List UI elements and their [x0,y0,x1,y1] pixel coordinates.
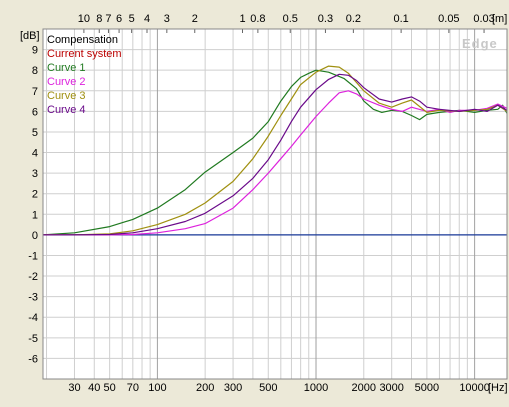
top-tick-label: 8 [96,13,102,25]
x-tick-label: 2000 [352,382,376,394]
series-line-curve-2 [43,90,508,236]
top-tick-label: 7 [105,13,111,25]
legend-entry-curve-1: Curve 1 [47,62,86,74]
top-tick-label: 4 [144,13,150,25]
y-axis-unit: [dB] [20,30,40,42]
y-tick-label: 7 [32,86,38,98]
y-tick-label: 2 [32,189,38,201]
x-tick-label: 1000 [304,382,328,394]
x-tick-label: 500 [259,382,277,394]
y-tick-label: 4 [32,148,38,160]
top-tick-label: 0.03 [473,13,494,25]
y-tick-label: -1 [28,250,38,262]
top-tick-label: 0.3 [318,13,333,25]
x-tick-label: 40 [88,382,100,394]
y-tick-label: -4 [28,312,38,324]
series-lines [42,65,508,236]
top-tick-label: 3 [164,13,170,25]
top-tick-label: 6 [116,13,122,25]
y-tick-labels: 9 8 7 6 5 4 3 2 1 0 -1 -2 -3 -4 -5 -6 [28,45,38,366]
x-tick-label: 100 [148,382,166,394]
edge-watermark: Edge [462,36,498,51]
top-tick-label: 0.8 [250,13,265,25]
series-line-curve-3 [43,65,508,236]
x-tick-label: 200 [196,382,214,394]
x-tick-label: 10000 [459,382,490,394]
x-tick-label: 30 [68,382,80,394]
top-tick-label: 1 [239,13,245,25]
y-tick-label: 5 [32,127,38,139]
x-axis-unit: [Hz] [488,382,508,394]
legend: Compensation Current system Curve 1 Curve 2… [47,34,122,116]
y-tick-label: 6 [32,106,38,118]
y-tick-label: 9 [32,45,38,57]
y-tick-label: 8 [32,65,38,77]
top-axis-unit: [m] [492,13,507,25]
plot-area [43,29,507,379]
x-tick-label: 50 [104,382,116,394]
legend-entry-curve-2: Curve 2 [47,76,86,88]
top-tick-label: 5 [129,13,135,25]
y-tick-label: -6 [28,353,38,365]
y-tick-label: -5 [28,333,38,345]
top-tick-labels: 10 8 7 6 5 4 3 2 1 0.8 0.5 0.3 0.2 0.1 0.05 0.03 [78,13,495,25]
top-tick-label: 0.2 [346,13,361,25]
top-tick-label: 10 [78,13,90,25]
y-tick-label: -3 [28,292,38,304]
top-tick-label: 2 [192,13,198,25]
legend-entry-compensation: Compensation [47,34,118,46]
top-tick-label: 0.5 [283,13,298,25]
y-tick-label: 1 [32,209,38,221]
y-tick-label: 0 [32,230,38,242]
x-tick-label: 300 [224,382,242,394]
legend-entry-curve-3: Curve 3 [47,90,86,102]
top-tick-label: 0.1 [393,13,408,25]
legend-entry-current-system: Current system [47,48,122,60]
x-tick-labels: 30 40 50 70 100 200 300 500 1000 2000 3000 5000 1000… [68,382,490,394]
legend-entry-curve-4: Curve 4 [47,104,86,116]
plot-border [42,28,508,380]
top-tick-label: 0.05 [438,13,459,25]
x-tick-label: 3000 [379,382,403,394]
series-line-curve-4 [43,73,508,236]
x-tick-label: 70 [127,382,139,394]
y-tick-label: 3 [32,168,38,180]
y-tick-label: -2 [28,271,38,283]
x-tick-label: 5000 [415,382,439,394]
